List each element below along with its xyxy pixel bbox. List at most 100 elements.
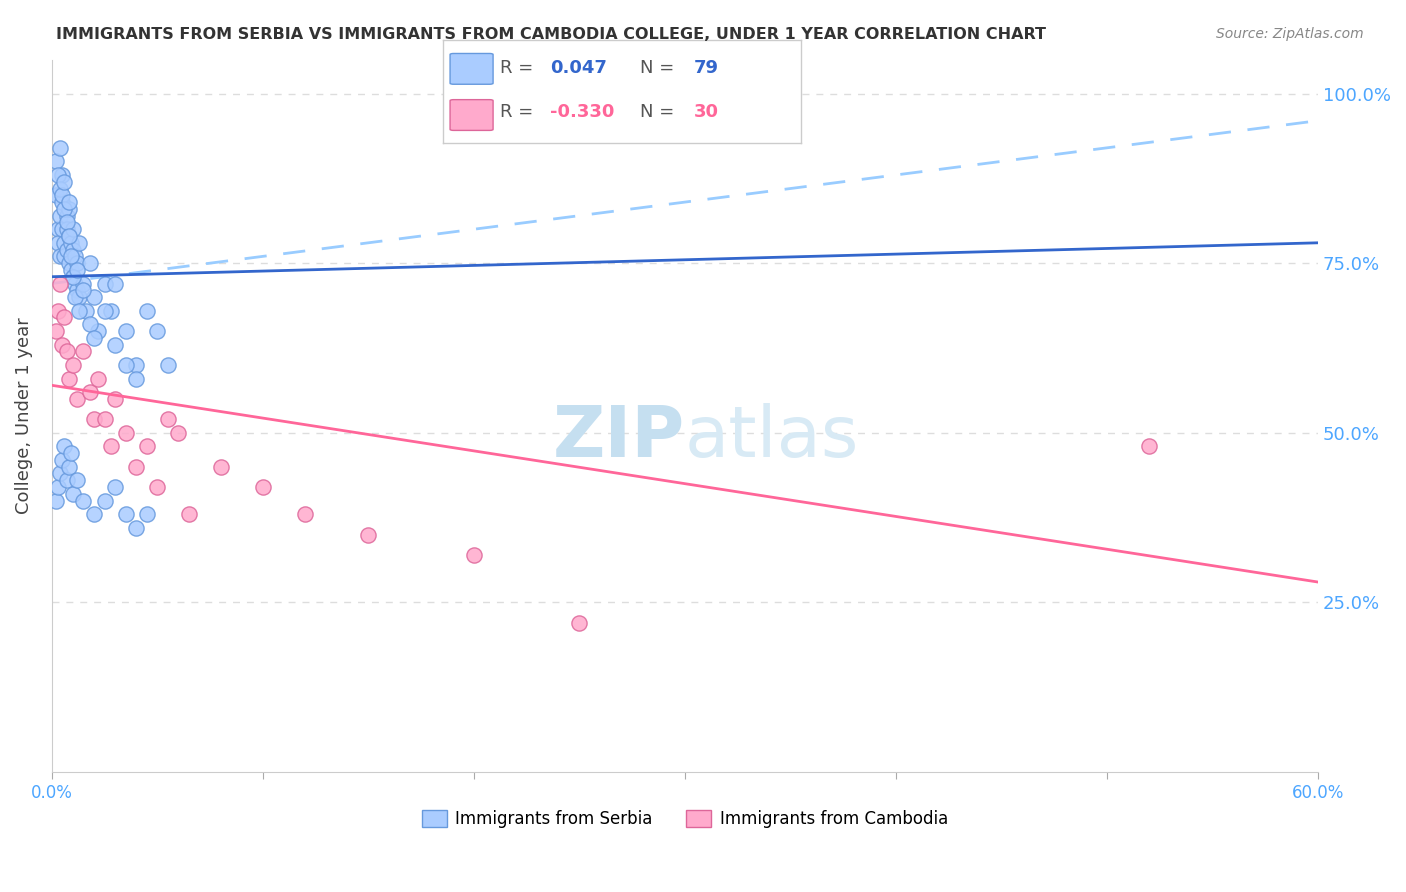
Point	[104, 480, 127, 494]
Point	[53, 235, 76, 250]
Point	[72, 283, 94, 297]
Point	[58, 371, 80, 385]
Point	[294, 507, 316, 521]
Point	[135, 303, 157, 318]
Point	[1137, 439, 1160, 453]
Point	[100, 439, 122, 453]
Point	[93, 493, 115, 508]
Point	[49, 249, 72, 263]
Point	[62, 269, 84, 284]
Point	[114, 507, 136, 521]
Point	[51, 337, 73, 351]
Point	[114, 324, 136, 338]
Point	[67, 290, 90, 304]
Point	[58, 202, 80, 216]
Point	[125, 371, 148, 385]
Point	[49, 209, 72, 223]
Point	[59, 446, 82, 460]
Point	[45, 154, 67, 169]
Point	[66, 473, 89, 487]
Point	[55, 215, 77, 229]
Point	[45, 324, 67, 338]
Point	[87, 371, 110, 385]
Point	[55, 473, 77, 487]
Point	[156, 358, 179, 372]
Point	[51, 168, 73, 182]
Text: IMMIGRANTS FROM SERBIA VS IMMIGRANTS FROM CAMBODIA COLLEGE, UNDER 1 YEAR CORRELA: IMMIGRANTS FROM SERBIA VS IMMIGRANTS FRO…	[56, 27, 1046, 42]
Point	[63, 277, 86, 291]
Text: R =: R =	[501, 103, 540, 121]
Point	[58, 459, 80, 474]
Text: R =: R =	[501, 60, 540, 78]
Point	[55, 209, 77, 223]
Point	[125, 459, 148, 474]
Point	[114, 358, 136, 372]
Text: 79: 79	[695, 60, 718, 78]
Point	[59, 263, 82, 277]
Point	[53, 175, 76, 189]
Point	[53, 439, 76, 453]
Point	[45, 188, 67, 202]
Point	[49, 181, 72, 195]
Point	[55, 344, 77, 359]
Point	[62, 269, 84, 284]
Point	[93, 303, 115, 318]
Text: 30: 30	[695, 103, 718, 121]
FancyBboxPatch shape	[450, 54, 494, 84]
Point	[63, 249, 86, 263]
Point	[51, 222, 73, 236]
Point	[63, 290, 86, 304]
Point	[83, 290, 105, 304]
Point	[67, 303, 90, 318]
Point	[62, 358, 84, 372]
Point	[177, 507, 200, 521]
Point	[66, 283, 89, 297]
Point	[135, 507, 157, 521]
Text: atlas: atlas	[685, 402, 859, 472]
Point	[53, 202, 76, 216]
Point	[87, 324, 110, 338]
Point	[72, 344, 94, 359]
Point	[114, 425, 136, 440]
Point	[79, 385, 101, 400]
Point	[463, 548, 485, 562]
Point	[46, 480, 69, 494]
Point	[568, 615, 591, 630]
Point	[357, 527, 380, 541]
Point	[51, 453, 73, 467]
Text: ZIP: ZIP	[553, 402, 685, 472]
Point	[93, 277, 115, 291]
Point	[55, 222, 77, 236]
Point	[100, 303, 122, 318]
Point	[125, 521, 148, 535]
Point	[59, 249, 82, 263]
Text: -0.330: -0.330	[551, 103, 614, 121]
FancyBboxPatch shape	[450, 100, 494, 130]
Point	[125, 358, 148, 372]
Point	[58, 229, 80, 244]
Legend: Immigrants from Serbia, Immigrants from Cambodia: Immigrants from Serbia, Immigrants from …	[415, 804, 955, 835]
Point	[79, 317, 101, 331]
Point	[104, 392, 127, 406]
Point	[83, 412, 105, 426]
Point	[58, 229, 80, 244]
Point	[83, 331, 105, 345]
Point	[93, 412, 115, 426]
Point	[66, 256, 89, 270]
Point	[51, 195, 73, 210]
Point	[62, 243, 84, 257]
Text: Source: ZipAtlas.com: Source: ZipAtlas.com	[1216, 27, 1364, 41]
Point	[66, 392, 89, 406]
Point	[72, 277, 94, 291]
Point	[252, 480, 274, 494]
Point	[59, 235, 82, 250]
Point	[49, 141, 72, 155]
Point	[146, 480, 169, 494]
Point	[156, 412, 179, 426]
Point	[45, 493, 67, 508]
Point	[55, 243, 77, 257]
Point	[104, 337, 127, 351]
Point	[58, 195, 80, 210]
Y-axis label: College, Under 1 year: College, Under 1 year	[15, 318, 32, 514]
Point	[209, 459, 232, 474]
